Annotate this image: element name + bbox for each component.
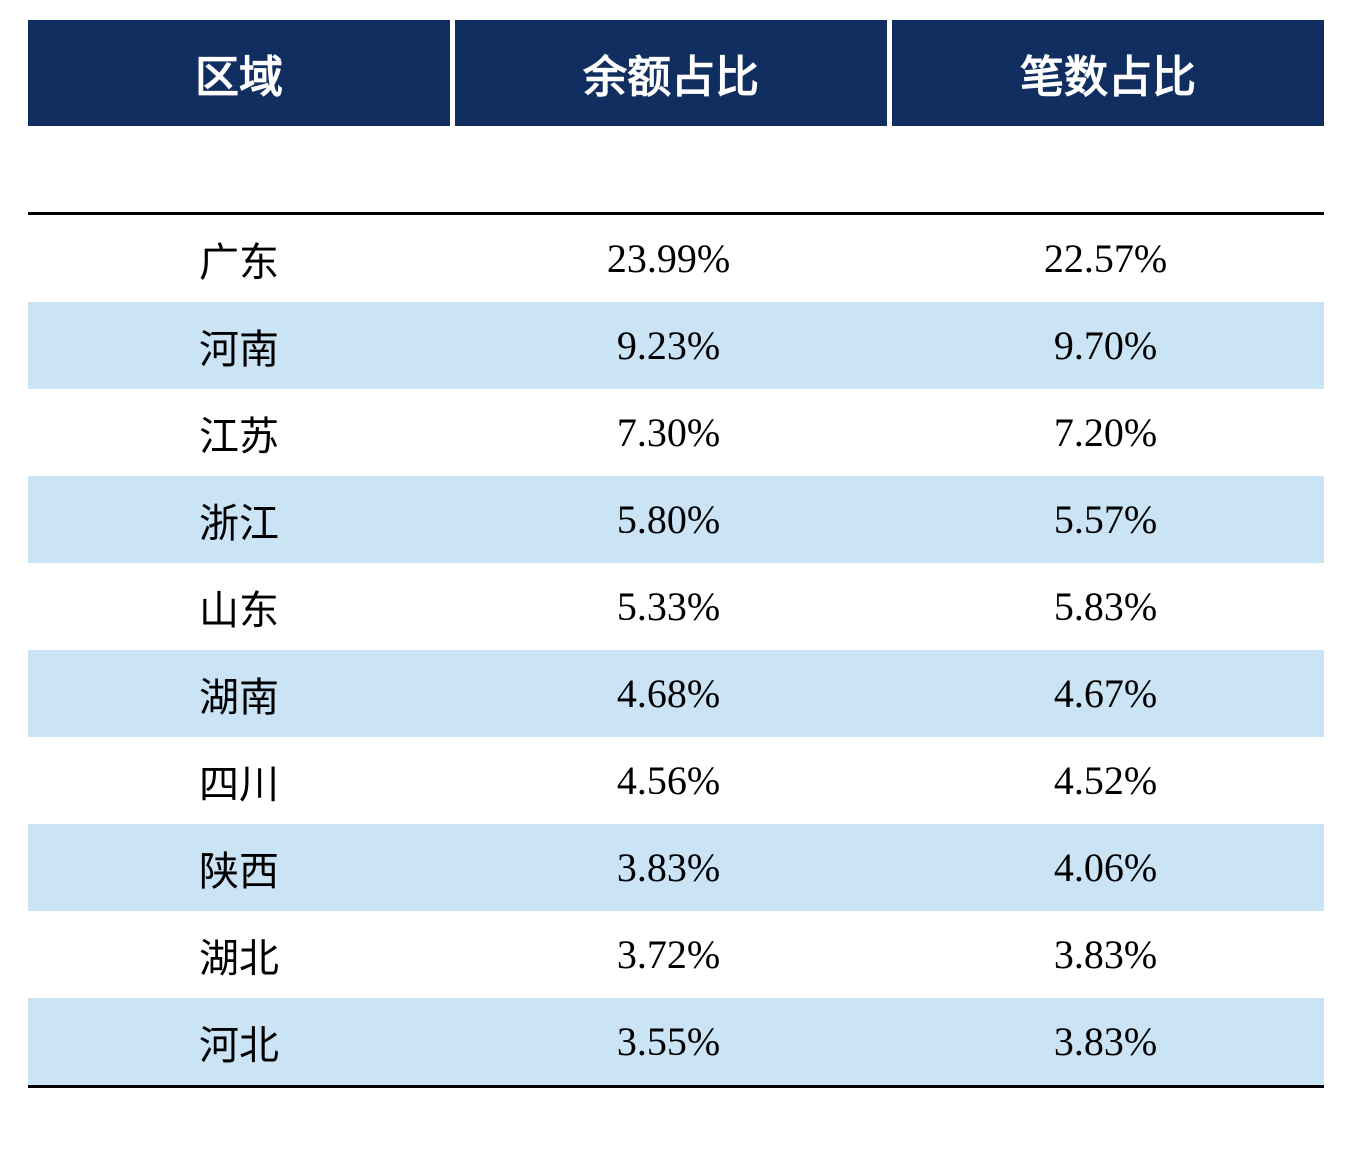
cell-balance-pct: 5.80% [450, 476, 887, 563]
table-row: 四川 4.56% 4.52% [28, 737, 1324, 824]
table-row: 湖北 3.72% 3.83% [28, 911, 1324, 998]
cell-balance-pct: 3.72% [450, 911, 887, 998]
table-row: 湖南 4.68% 4.67% [28, 650, 1324, 737]
cell-region: 广东 [28, 215, 450, 302]
cell-region: 江苏 [28, 389, 450, 476]
table-row: 广东 23.99% 22.57% [28, 215, 1324, 302]
header-count-pct: 笔数占比 [892, 20, 1324, 126]
cell-balance-pct: 4.56% [450, 737, 887, 824]
table-row: 江苏 7.30% 7.20% [28, 389, 1324, 476]
region-table: 区域 余额占比 笔数占比 广东 23.99% 22.57% 河南 9.23% 9… [28, 20, 1324, 1088]
cell-region: 四川 [28, 737, 450, 824]
cell-balance-pct: 4.68% [450, 650, 887, 737]
cell-balance-pct: 5.33% [450, 563, 887, 650]
cell-count-pct: 9.70% [887, 302, 1324, 389]
table-header-row: 区域 余额占比 笔数占比 [28, 20, 1324, 126]
cell-count-pct: 22.57% [887, 215, 1324, 302]
cell-count-pct: 5.83% [887, 563, 1324, 650]
cell-balance-pct: 3.55% [450, 998, 887, 1085]
header-region: 区域 [28, 20, 450, 126]
cell-balance-pct: 7.30% [450, 389, 887, 476]
cell-balance-pct: 23.99% [450, 215, 887, 302]
cell-balance-pct: 9.23% [450, 302, 887, 389]
cell-count-pct: 4.06% [887, 824, 1324, 911]
cell-balance-pct: 3.83% [450, 824, 887, 911]
header-gap [28, 126, 1324, 212]
table-row: 浙江 5.80% 5.57% [28, 476, 1324, 563]
cell-region: 陕西 [28, 824, 450, 911]
cell-count-pct: 4.52% [887, 737, 1324, 824]
cell-region: 河南 [28, 302, 450, 389]
table-row: 河北 3.55% 3.83% [28, 998, 1324, 1085]
cell-region: 山东 [28, 563, 450, 650]
cell-count-pct: 5.57% [887, 476, 1324, 563]
cell-count-pct: 4.67% [887, 650, 1324, 737]
cell-count-pct: 7.20% [887, 389, 1324, 476]
cell-count-pct: 3.83% [887, 911, 1324, 998]
cell-region: 湖南 [28, 650, 450, 737]
cell-region: 湖北 [28, 911, 450, 998]
table-row: 陕西 3.83% 4.06% [28, 824, 1324, 911]
table-row: 河南 9.23% 9.70% [28, 302, 1324, 389]
cell-region: 浙江 [28, 476, 450, 563]
table-body: 广东 23.99% 22.57% 河南 9.23% 9.70% 江苏 7.30%… [28, 212, 1324, 1088]
table-row: 山东 5.33% 5.83% [28, 563, 1324, 650]
header-balance-pct: 余额占比 [455, 20, 887, 126]
cell-region: 河北 [28, 998, 450, 1085]
cell-count-pct: 3.83% [887, 998, 1324, 1085]
